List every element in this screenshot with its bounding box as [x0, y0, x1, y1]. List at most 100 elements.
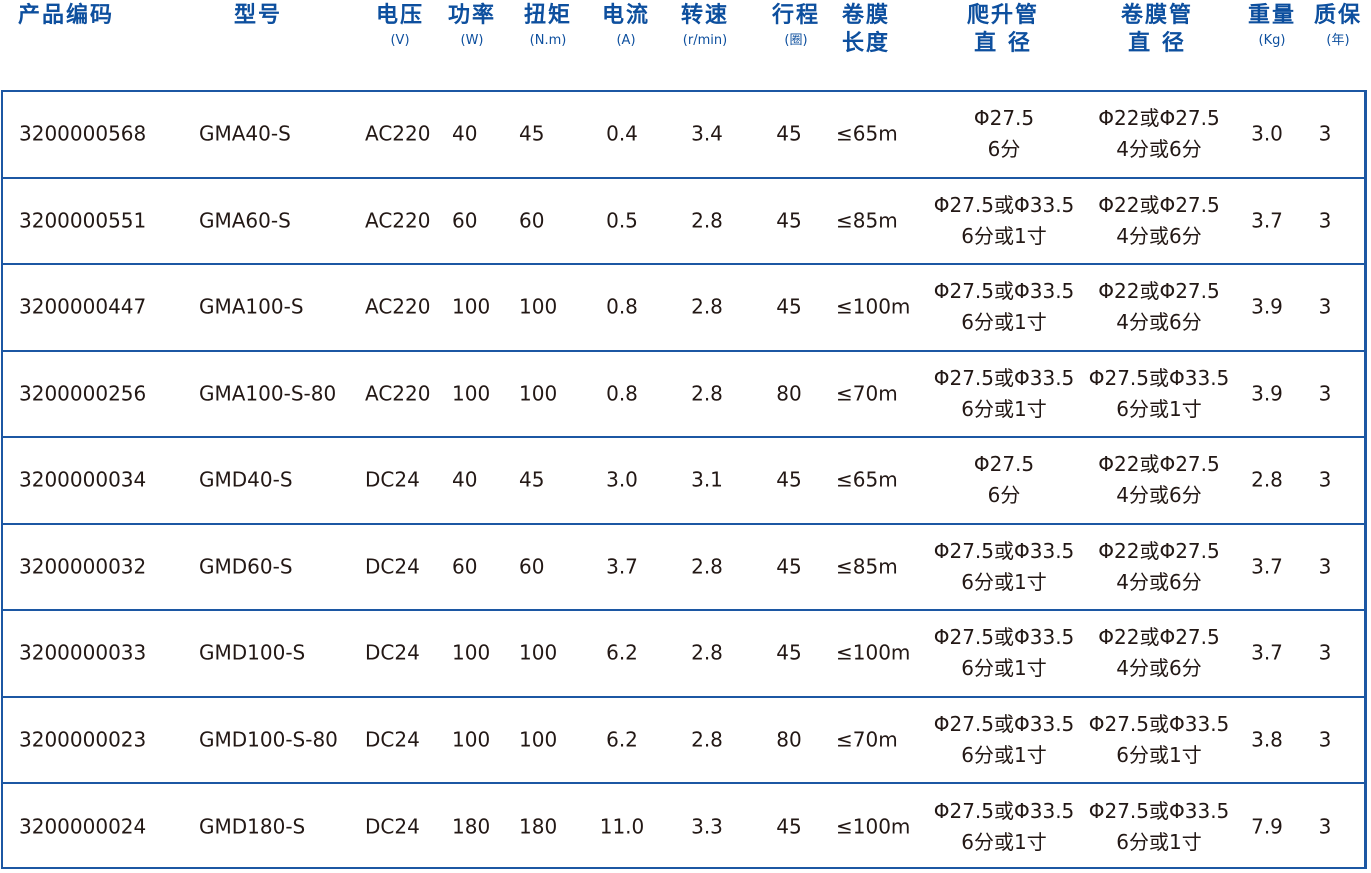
cell-torque: 45 — [519, 465, 544, 496]
cell-text: 4分或6分 — [1116, 483, 1202, 508]
header-unit: (r/min) — [682, 33, 728, 48]
cell-text: 3 — [1318, 121, 1332, 146]
cell-text: 3200000023 — [19, 727, 147, 752]
cell-climb: Φ27.5 6分 — [974, 449, 1034, 511]
cell-text: 3.7 — [1251, 554, 1283, 579]
cell-warranty: 3 — [1319, 465, 1332, 496]
cell-climb: Φ27.5或Φ33.5 6分或1寸 — [934, 622, 1075, 684]
cell-text: 180 — [519, 814, 558, 839]
cell-voltage: AC220 — [365, 292, 430, 323]
cell-text: AC220 — [365, 381, 431, 406]
cell-torque: 100 — [519, 292, 557, 323]
cell-text: 180 — [452, 814, 491, 839]
header-title: 重量 — [1247, 3, 1297, 28]
cell-length: ≤100m — [836, 638, 910, 669]
cell-text: Φ27.5或Φ33.5 — [933, 711, 1075, 736]
cell-current: 3.7 — [606, 551, 638, 582]
header-title: 爬升管 — [966, 3, 1040, 28]
cell-text: Φ27.5或Φ33.5 — [1088, 365, 1230, 390]
cell-power: 40 — [452, 465, 477, 496]
header-stroke: 行程 (圈) — [772, 2, 820, 53]
header-code: 产品编码 — [18, 2, 114, 29]
header-current: 电流 (A) — [602, 2, 650, 53]
header-title: 行程 — [771, 3, 821, 28]
cell-text: 11.0 — [599, 814, 645, 839]
cell-text: 6分或1寸 — [1116, 396, 1202, 421]
cell-text: GMD60-S — [199, 554, 293, 579]
cell-text: AC220 — [365, 208, 431, 233]
cell-text: 3.9 — [1251, 381, 1283, 406]
cell-text: Φ27.5或Φ33.5 — [933, 799, 1075, 824]
cell-text: 4分或6分 — [1116, 569, 1202, 594]
cell-text: GMA100-S-80 — [199, 381, 337, 406]
cell-text: 45 — [776, 467, 802, 492]
header-voltage: 电压 (V) — [376, 2, 424, 53]
cell-code: 3200000033 — [19, 638, 146, 669]
cell-climb: Φ27.5或Φ33.5 6分或1寸 — [934, 796, 1075, 858]
cell-warranty: 3 — [1319, 638, 1332, 669]
cell-film: Φ22或Φ27.5 4分或6分 — [1098, 276, 1219, 338]
header-torque: 扭矩 (N.m) — [524, 2, 572, 53]
cell-text: ≤85m — [836, 208, 898, 233]
cell-text: 3200000033 — [19, 640, 147, 665]
cell-text: 2.8 — [691, 208, 723, 233]
cell-text: 3 — [1318, 554, 1332, 579]
header-title: 扭矩 — [523, 3, 573, 28]
cell-text: 2.8 — [691, 727, 723, 752]
cell-climb: Φ27.5或Φ33.5 6分或1寸 — [934, 363, 1075, 425]
cell-current: 3.0 — [606, 465, 638, 496]
cell-speed: 2.8 — [691, 205, 723, 236]
cell-torque: 60 — [519, 205, 544, 236]
cell-speed: 2.8 — [691, 638, 723, 669]
cell-text: 100 — [452, 294, 491, 319]
cell-power: 100 — [452, 638, 490, 669]
header-title: 电流 — [601, 3, 651, 28]
cell-text: ≤70m — [836, 381, 898, 406]
cell-text: 6分 — [987, 137, 1021, 162]
cell-model: GMA40-S — [199, 119, 291, 150]
cell-stroke: 45 — [776, 205, 801, 236]
cell-text: 6分或1寸 — [961, 830, 1047, 855]
cell-text: 3 — [1318, 640, 1332, 665]
cell-text: ≤100m — [836, 640, 911, 665]
cell-text: 3.7 — [606, 554, 638, 579]
cell-text: 3 — [1318, 208, 1332, 233]
cell-current: 0.4 — [606, 119, 638, 150]
cell-text: 3.0 — [606, 467, 638, 492]
cell-torque: 180 — [519, 812, 557, 843]
cell-text: Φ27.5或Φ33.5 — [933, 365, 1075, 390]
cell-weight: 7.9 — [1251, 812, 1283, 843]
cell-text: 45 — [776, 640, 802, 665]
cell-film: Φ22或Φ27.5 4分或6分 — [1098, 536, 1219, 598]
cell-text: 6.2 — [606, 640, 638, 665]
cell-text: GMA100-S — [199, 294, 304, 319]
cell-speed: 3.4 — [691, 119, 723, 150]
cell-torque: 100 — [519, 638, 557, 669]
cell-film: Φ27.5或Φ33.5 6分或1寸 — [1089, 363, 1230, 425]
cell-length: ≤65m — [836, 465, 898, 496]
cell-text: 3200000447 — [19, 294, 147, 319]
header-title: 功率 — [447, 3, 497, 28]
cell-weight: 3.7 — [1251, 551, 1283, 582]
cell-text: 2.8 — [691, 554, 723, 579]
header-unit: (A) — [616, 33, 636, 48]
cell-text: 40 — [452, 121, 478, 146]
cell-text: 4分或6分 — [1116, 656, 1202, 681]
cell-text: 6分或1寸 — [961, 223, 1047, 248]
cell-stroke: 45 — [776, 292, 801, 323]
cell-text: GMA60-S — [199, 208, 291, 233]
cell-text: Φ27.5或Φ33.5 — [1088, 711, 1230, 736]
cell-voltage: DC24 — [365, 812, 420, 843]
table-row: 3200000447 GMA100-S AC220 100 100 0.8 2.8 45 ≤10… — [3, 265, 1364, 352]
cell-film: Φ22或Φ27.5 4分或6分 — [1098, 190, 1219, 252]
cell-length: ≤100m — [836, 812, 910, 843]
cell-power: 100 — [452, 724, 490, 755]
header-unit: (圈) — [784, 33, 808, 48]
cell-speed: 3.3 — [691, 812, 723, 843]
cell-film: Φ27.5或Φ33.5 6分或1寸 — [1089, 709, 1230, 771]
cell-text: 3200000024 — [19, 814, 147, 839]
cell-text: Φ27.5或Φ33.5 — [933, 538, 1075, 563]
cell-code: 3200000034 — [19, 465, 146, 496]
header-film-pipe: 卷膜管直 径 — [1121, 2, 1193, 59]
cell-text: 3 — [1318, 381, 1332, 406]
